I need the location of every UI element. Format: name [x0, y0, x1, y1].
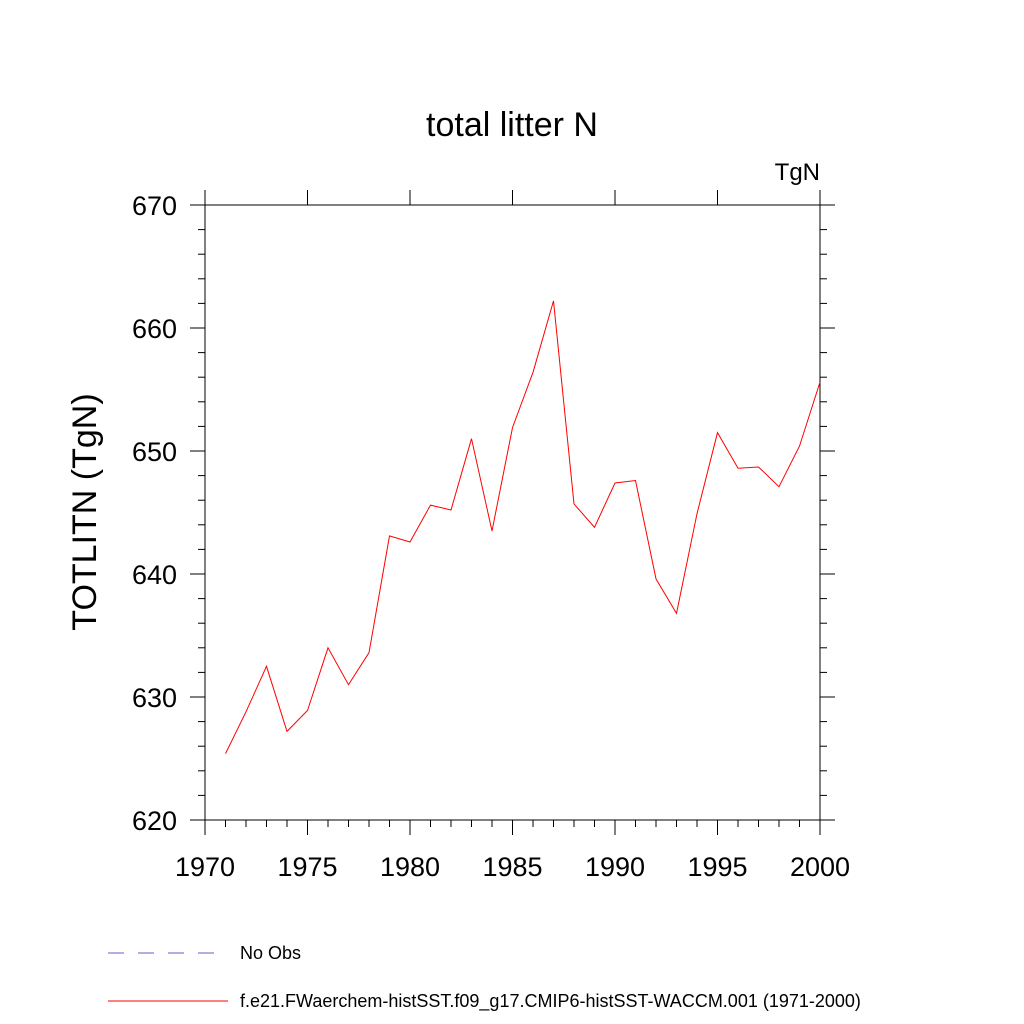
legend-label-no-obs: No Obs: [240, 943, 301, 963]
plot-frame: [204, 204, 821, 821]
y-tick-label: 640: [132, 560, 177, 590]
y-tick-label: 660: [132, 314, 177, 344]
x-tick-label: 1990: [585, 852, 645, 882]
x-tick-label: 2000: [790, 852, 850, 882]
y-tick-label: 670: [132, 191, 177, 221]
units-label: TgN: [775, 159, 820, 186]
series-layer: [225, 300, 821, 754]
x-tick-label: 1985: [482, 852, 542, 882]
x-tick-labels: 1970 1975 1980 1985 1990 1995 2000: [175, 852, 850, 882]
x-tick-label: 1995: [687, 852, 747, 882]
y-tick-label: 620: [132, 806, 177, 836]
legend-label-model-run: f.e21.FWaerchem-histSST.f09_g17.CMIP6-hi…: [240, 991, 861, 1012]
chart-title: total litter N: [426, 106, 598, 144]
x-tick-label: 1975: [277, 852, 337, 882]
x-tick-label: 1970: [175, 852, 235, 882]
axis-ticks: [190, 190, 835, 835]
x-tick-label: 1980: [380, 852, 440, 882]
y-tick-labels: 620 630 640 650 660 670: [132, 191, 177, 836]
legend: No Obs f.e21.FWaerchem-histSST.f09_g17.C…: [108, 943, 861, 1012]
y-axis-label: TOTLITN (TgN): [66, 393, 104, 630]
y-tick-label: 630: [132, 683, 177, 713]
series-line-1: [225, 300, 821, 754]
y-tick-label: 650: [132, 437, 177, 467]
